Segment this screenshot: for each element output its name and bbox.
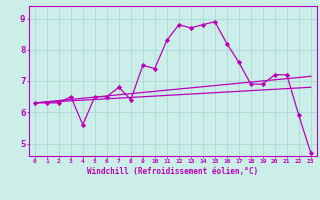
- X-axis label: Windchill (Refroidissement éolien,°C): Windchill (Refroidissement éolien,°C): [87, 167, 258, 176]
